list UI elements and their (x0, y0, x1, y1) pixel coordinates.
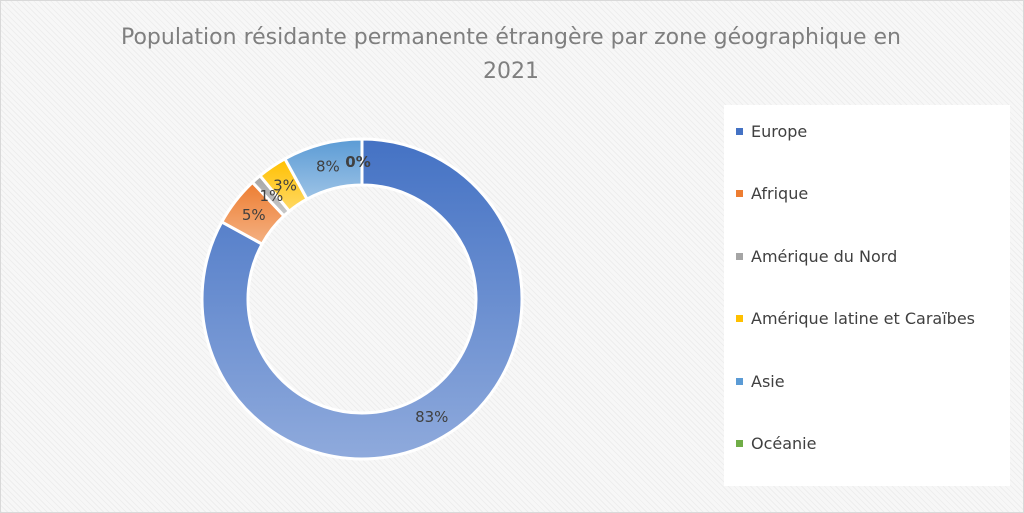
legend-label: Amérique du Nord (751, 246, 898, 266)
legend-swatch (736, 127, 743, 135)
legend-label: Océanie (751, 434, 817, 453)
legend-item-amerique-latine-et-caraibes: Amérique latine et Caraïbes (736, 307, 975, 331)
legend-swatch (736, 252, 743, 260)
legend-item-europe: Europe (736, 119, 807, 143)
legend-label: Asie (751, 371, 785, 391)
legend-label: Amérique latine et Caraïbes (751, 309, 976, 328)
data-label-asie: 8% (316, 157, 340, 175)
legend-swatch (736, 377, 743, 385)
chart-title: Population résidante permanente étrangèr… (120, 25, 901, 84)
legend-item-afrique: Afrique (736, 182, 808, 206)
slice-europe (200, 137, 524, 461)
legend-label: Europe (751, 121, 808, 141)
data-label-oceanie: 0% (345, 153, 370, 171)
legend-item-asie: Asie (736, 369, 785, 393)
data-label-amerique-latine-et-caraibes: 3% (273, 177, 297, 195)
legend-label: Afrique (751, 184, 809, 203)
legend-swatch (736, 440, 743, 447)
legend: Europe Afrique Amérique du Nord Amérique la… (724, 105, 1010, 486)
legend-swatch (736, 315, 743, 322)
data-label-afrique: 5% (242, 206, 266, 224)
legend-item-amerique-du-nord: Amérique du Nord (736, 244, 897, 268)
legend-swatch (736, 190, 743, 197)
legend-item-oceanie: Océanie (736, 432, 816, 456)
slice-asie (282, 137, 364, 202)
data-label-amerique-du-nord: 1% (260, 187, 284, 205)
data-label-europe: 83% (415, 408, 448, 426)
